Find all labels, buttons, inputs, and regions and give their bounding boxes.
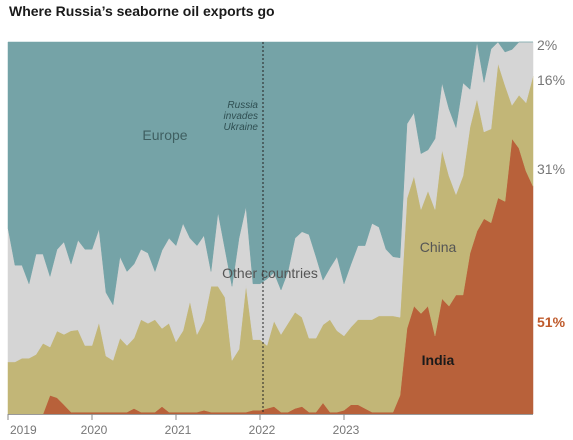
x-tick-label: 2023 (333, 423, 360, 437)
area-europe (7, 41, 533, 306)
series-label-other-countries: Other countries (222, 265, 318, 281)
x-axis: 2019 2020 2021 2022 2023 (7, 414, 533, 437)
x-tick-label: 2019 (10, 423, 37, 437)
annotation-text: Ukraine (224, 122, 259, 133)
x-tick-label: 2020 (81, 423, 108, 437)
chart-title: Where Russia’s seaborne oil exports go (9, 3, 275, 19)
series-label-india: India (422, 352, 455, 368)
end-label-europe: 2% (537, 37, 557, 53)
end-label-india: 51% (537, 314, 566, 330)
area-layer (7, 41, 534, 415)
x-tick-label: 2022 (249, 423, 276, 437)
x-tick-label: 2021 (165, 423, 192, 437)
series-label-europe: Europe (142, 127, 187, 143)
end-label-china: 31% (537, 161, 565, 177)
end-label-other-countries: 16% (537, 72, 565, 88)
annotation-text: invades (224, 111, 258, 122)
end-labels: 51% 31% 16% 2% (537, 37, 566, 330)
annotation-text: Russia (227, 100, 258, 111)
series-label-china: China (420, 239, 457, 255)
series-labels: India China Other countries Europe (142, 127, 456, 368)
